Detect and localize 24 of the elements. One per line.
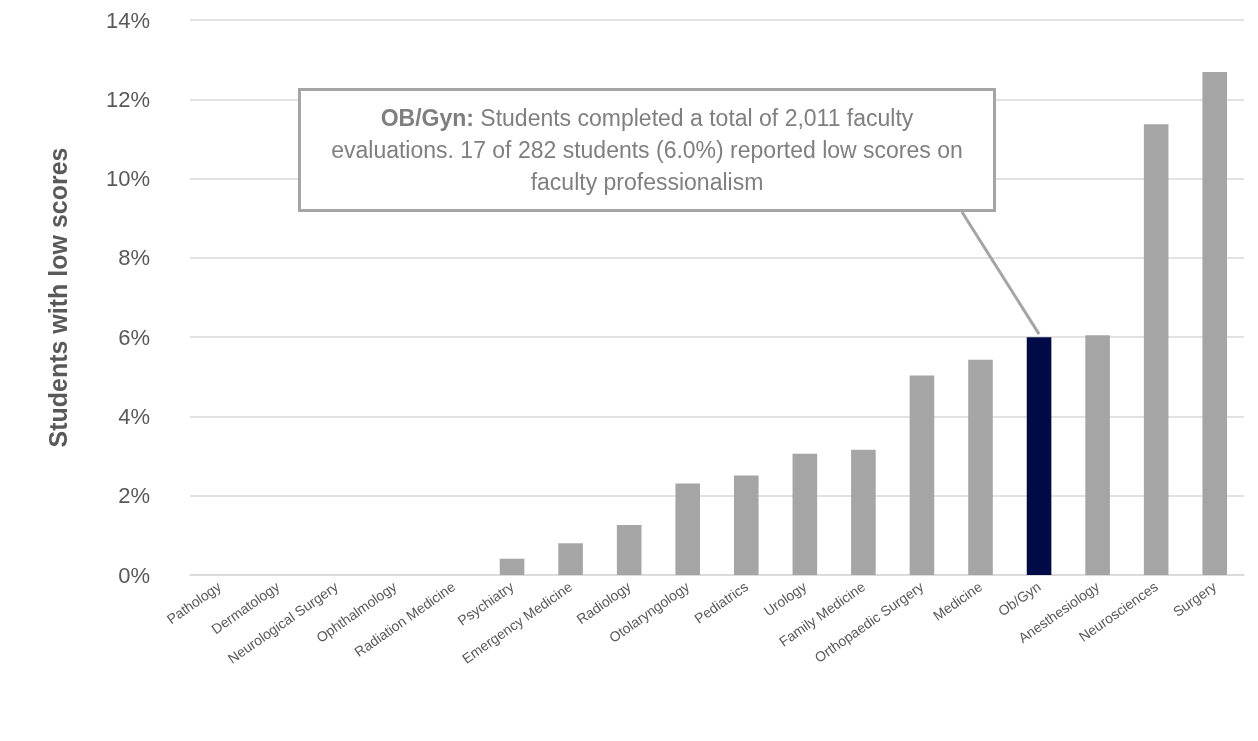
y-tick-label: 8% xyxy=(118,245,150,271)
annotation: OB/Gyn: Students completed a total of 2,011 faculty evaluations. 17 of 282 students (6.0%) reported low scores on faculty professionalism xyxy=(330,104,964,197)
bar xyxy=(909,375,935,575)
bar xyxy=(1202,71,1228,575)
y-tick-label: 6% xyxy=(118,324,150,350)
y-axis-title: Students with low scores xyxy=(43,147,72,448)
bar xyxy=(616,525,642,575)
y-tick-label: 0% xyxy=(118,562,150,588)
callout-box: OB/Gyn: Students completed a total of 2,011 faculty evaluations. 17 of 282 students (6.0%) reported low scores on faculty professionalism xyxy=(298,88,996,212)
y-tick-label: 4% xyxy=(118,403,150,429)
bar xyxy=(1085,335,1110,575)
bar xyxy=(792,453,818,575)
bar xyxy=(1026,337,1052,575)
bar xyxy=(851,449,876,575)
bar xyxy=(1143,124,1169,575)
bar xyxy=(499,558,525,575)
bar xyxy=(968,359,993,575)
y-tick-label: 14% xyxy=(105,7,150,33)
y-tick-label: 12% xyxy=(105,86,150,112)
y-tick-label: 10% xyxy=(105,166,150,192)
bar xyxy=(733,475,759,575)
y-tick-label: 2% xyxy=(118,483,150,509)
bar xyxy=(675,483,701,575)
bar xyxy=(558,543,583,575)
